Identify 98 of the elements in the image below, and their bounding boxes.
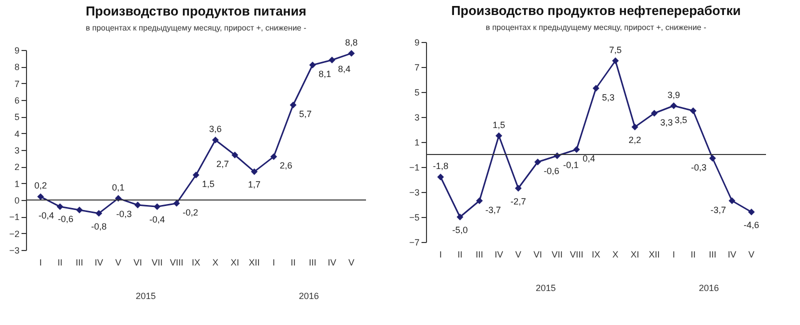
x-tick-label: II (690, 250, 696, 260)
data-label: -0,3 (691, 162, 707, 172)
text: 2016 (298, 291, 319, 301)
x-tick-label: IV (328, 258, 336, 268)
y-tick-label: 0 (14, 196, 20, 206)
x-tick-label: V (748, 250, 754, 260)
x-tick-label: XI (230, 258, 240, 268)
x-tick-label: X (212, 258, 218, 268)
chart-subtitle: в процентах к предыдущему месяцу, прирост +, снижение - (86, 23, 307, 32)
y-tick-label: 3 (414, 112, 420, 122)
data-label: 0,1 (112, 182, 125, 192)
x-tick-label: II (457, 250, 463, 260)
x-tick-label: I (39, 258, 42, 268)
chart-title: Производство продуктов питания (86, 3, 306, 18)
data-label: 5,7 (299, 109, 312, 119)
data-label: 8,4 (338, 64, 351, 74)
y-tick-label: 3 (14, 146, 20, 156)
y-tick-label: 5 (14, 112, 20, 122)
x-tick-label: V (348, 258, 354, 268)
y-tick-label: 7 (414, 62, 420, 72)
data-label: 3,9 (667, 90, 680, 100)
x-tick-label: V (115, 258, 122, 268)
data-label: 1,5 (202, 179, 215, 189)
data-label: -4,6 (744, 220, 760, 230)
data-label: -0,2 (182, 207, 198, 218)
x-tick-label: IV (94, 258, 104, 268)
data-label: 3,3 (660, 117, 673, 128)
text: 2015 (536, 283, 556, 293)
data-label: -0,6 (58, 214, 74, 224)
y-tick-label: −3 (9, 246, 20, 256)
data-label: -0,1 (563, 160, 579, 170)
x-tick-label: II (290, 258, 296, 268)
data-label: 1,5 (492, 120, 506, 130)
x-tick-label: V (515, 250, 522, 260)
data-label: 7,5 (609, 44, 622, 55)
y-tick-label: 9 (14, 46, 20, 56)
y-tick-label: −7 (409, 238, 420, 248)
x-tick-label: III (76, 258, 84, 268)
y-tick-label: 1 (414, 138, 420, 148)
data-label: -0,6 (544, 166, 560, 176)
text: 2016 (698, 283, 719, 293)
y-tick-label: −1 (409, 162, 420, 172)
data-label: 0,2 (34, 180, 47, 191)
data-label: -3,7 (485, 204, 501, 215)
y-tick-label: −5 (409, 212, 420, 222)
data-label: -3,7 (710, 204, 726, 215)
x-tick-label: IX (192, 258, 200, 268)
x-tick-label: III (708, 250, 716, 260)
data-label: 0,4 (582, 154, 596, 164)
y-tick-label: −1 (9, 212, 20, 222)
x-tick-label: VI (533, 250, 542, 260)
x-tick-label: III (476, 250, 484, 260)
y-tick-label: −3 (409, 188, 420, 198)
y-tick-label: 5 (414, 88, 420, 98)
data-label: 2,6 (280, 160, 292, 171)
chart-title: Производство продуктов нефтепереработки (451, 3, 741, 18)
x-tick-label: I (439, 250, 442, 260)
y-tick-label: 9 (414, 38, 420, 48)
y-tick-label: 6 (14, 96, 20, 106)
x-tick-label: XI (630, 250, 640, 260)
data-label: -5,0 (452, 225, 468, 235)
y-tick-label: 7 (14, 78, 20, 89)
y-tick-label: −2 (9, 228, 20, 239)
data-label: 2,7 (216, 159, 229, 169)
data-label: 3,5 (674, 114, 688, 125)
x-tick-label: I (672, 250, 675, 260)
y-tick-label: 2 (14, 162, 20, 172)
x-tick-label: VIII (570, 250, 584, 260)
x-tick-label: IX (592, 250, 600, 260)
x-tick-label: II (57, 258, 63, 268)
data-label: -1,8 (432, 161, 448, 171)
y-tick-label: 8 (14, 62, 20, 72)
x-tick-label: III (308, 258, 316, 268)
x-tick-label: X (612, 250, 618, 260)
chart-subtitle: в процентах к предыдущему месяцу, прирост +, снижение - (486, 23, 707, 32)
data-label: 2,2 (628, 135, 642, 145)
data-label: -0,4 (149, 214, 165, 225)
y-tick-label: 4 (14, 128, 20, 139)
x-tick-label: VII (552, 250, 563, 260)
data-label: 8,1 (318, 69, 332, 79)
x-tick-label: VIII (170, 258, 184, 268)
x-tick-label: IV (728, 250, 736, 260)
data-label: 5,3 (602, 92, 615, 102)
x-tick-label: VI (133, 258, 142, 268)
x-tick-label: VII (152, 258, 163, 268)
x-tick-label: I (272, 258, 275, 268)
x-tick-label: XII (248, 258, 260, 268)
data-label: 8,8 (345, 37, 358, 48)
data-label: -0,3 (116, 209, 132, 219)
data-label: -0,4 (38, 210, 54, 221)
text: 2015 (136, 291, 156, 301)
y-tick-label: 1 (14, 178, 20, 189)
data-label: -2,7 (510, 196, 526, 206)
data-label: 1,7 (248, 180, 261, 190)
data-label: -0,8 (91, 221, 107, 232)
data-label: 3,6 (209, 124, 222, 134)
x-tick-label: XII (648, 250, 660, 260)
x-tick-label: IV (494, 250, 504, 260)
